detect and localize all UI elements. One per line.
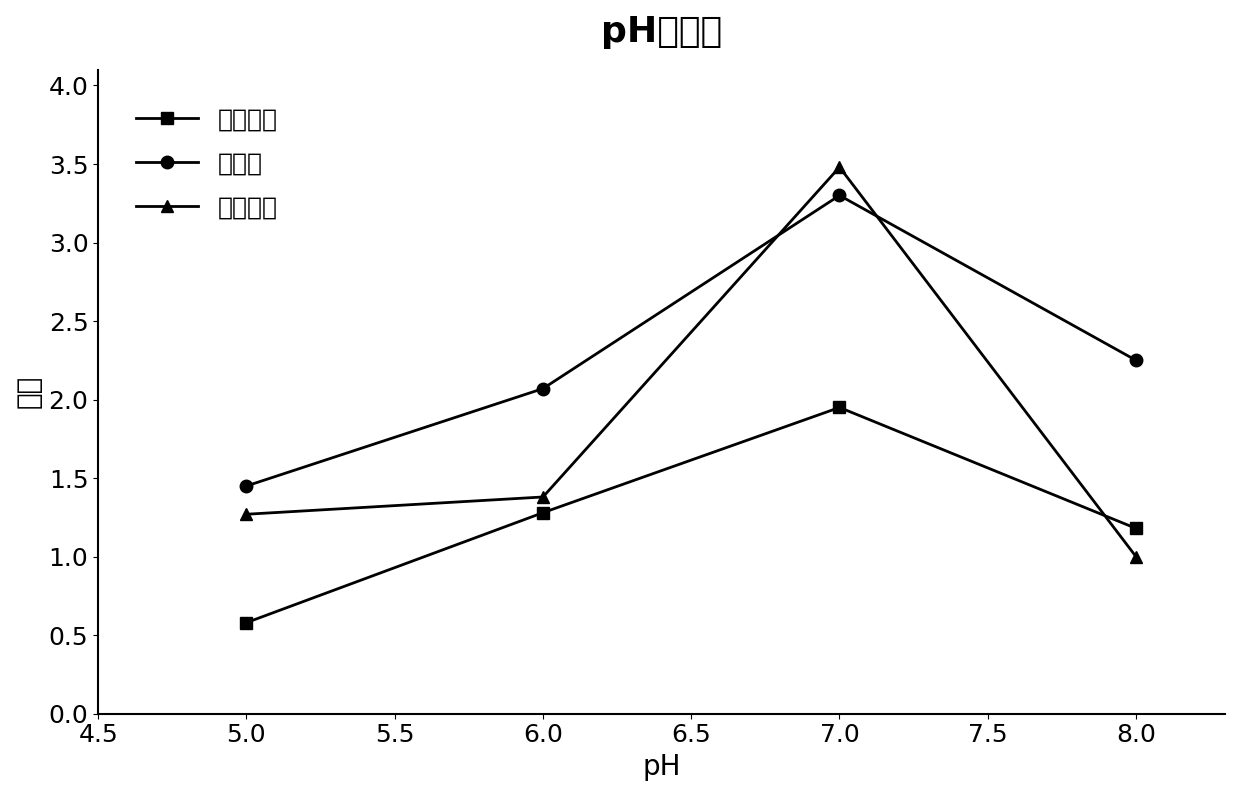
对硝基酚	[832, 162, 847, 172]
Legend: 邻苯二酚, 对甲酚, 对硝基酚: 邻苯二酚, 对甲酚, 对硝基酚	[110, 82, 303, 244]
Line: 邻苯二酚: 邻苯二酚	[241, 401, 1142, 629]
Line: 对甲酚: 对甲酚	[241, 189, 1142, 492]
对甲酚	[536, 384, 551, 393]
X-axis label: pH: pH	[642, 753, 681, 781]
Title: pH的影响: pH的影响	[601, 15, 722, 49]
对甲酚	[239, 482, 254, 491]
对甲酚	[1128, 356, 1143, 365]
邻苯二酚	[239, 618, 254, 627]
邻苯二酚	[536, 508, 551, 517]
对硝基酚	[536, 492, 551, 501]
邻苯二酚	[832, 403, 847, 412]
Y-axis label: 峰高: 峰高	[15, 375, 43, 408]
Line: 对硝基酚: 对硝基酚	[241, 161, 1142, 563]
对硝基酚	[239, 509, 254, 519]
对硝基酚	[1128, 552, 1143, 561]
对甲酚	[832, 191, 847, 201]
邻苯二酚	[1128, 524, 1143, 533]
